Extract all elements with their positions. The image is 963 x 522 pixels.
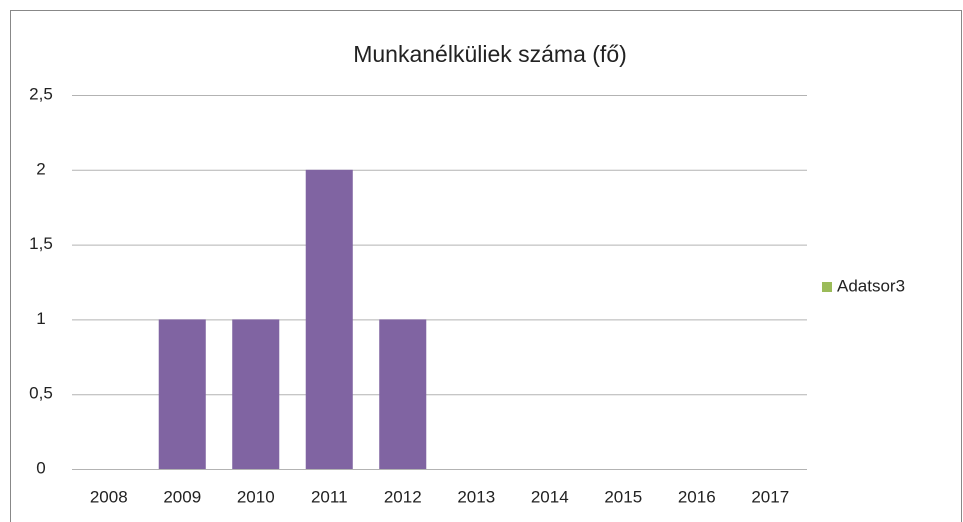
bar xyxy=(305,169,353,470)
chart-title: Munkanélküliek száma (fő) xyxy=(353,41,627,67)
y-tick-label: 1,5 xyxy=(29,234,53,253)
y-tick-label: 0,5 xyxy=(29,384,53,403)
x-tick-label: 2017 xyxy=(751,487,789,506)
bar xyxy=(158,319,206,469)
y-tick-label: 1 xyxy=(36,309,45,328)
legend-label: Adatsor3 xyxy=(837,276,905,295)
x-tick-label: 2009 xyxy=(163,487,201,506)
y-tick-label: 2 xyxy=(36,159,45,178)
x-tick-label: 2014 xyxy=(531,487,569,506)
chart-border xyxy=(10,10,962,522)
bar xyxy=(379,319,427,469)
bar xyxy=(232,319,280,469)
x-tick-label: 2011 xyxy=(311,487,348,506)
y-tick-label: 2,5 xyxy=(29,84,53,103)
x-tick-label: 2016 xyxy=(678,487,716,506)
y-tick-label: 0 xyxy=(36,458,45,477)
x-tick-label: 2010 xyxy=(237,487,275,506)
x-tick-label: 2008 xyxy=(90,487,128,506)
legend-swatch xyxy=(822,282,832,292)
x-tick-label: 2013 xyxy=(457,487,495,506)
x-tick-label: 2015 xyxy=(604,487,642,506)
x-tick-label: 2012 xyxy=(384,487,422,506)
